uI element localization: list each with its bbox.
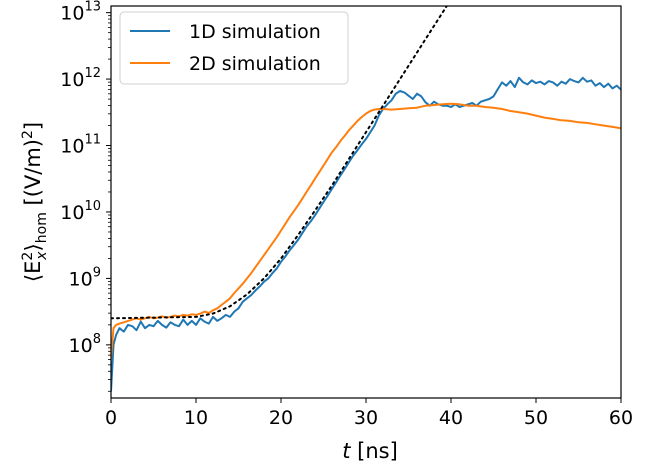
y-tick-label: 1013 bbox=[60, 0, 101, 25]
y-tick-label: 1012 bbox=[60, 66, 101, 91]
x-tick-label: 0 bbox=[105, 407, 117, 429]
y-tick-label: 108 bbox=[69, 332, 101, 357]
x-tick-label: 30 bbox=[354, 407, 378, 429]
series-line-2d bbox=[111, 102, 621, 359]
legend-box bbox=[119, 11, 349, 85]
x-axis-ticks: 0 10 20 30 40 50 60 bbox=[105, 398, 633, 429]
legend: 1D simulation 2D simulation bbox=[119, 11, 349, 85]
plot-area bbox=[111, 6, 621, 392]
exponential-fit-line bbox=[111, 6, 448, 320]
y-tick-label: 1011 bbox=[60, 133, 101, 158]
y-tick-label: 109 bbox=[69, 265, 101, 290]
y-axis-ticks: 108 109 1010 1011 1012 1013 bbox=[60, 0, 111, 392]
legend-label-2d: 2D simulation bbox=[189, 53, 321, 75]
series-line-1d bbox=[111, 76, 621, 392]
y-tick-label: 1010 bbox=[60, 199, 101, 224]
y-axis-label: ⟨E2x⟩hom [(V/m)2] bbox=[20, 122, 50, 282]
x-tick-label: 60 bbox=[609, 407, 633, 429]
x-tick-label: 10 bbox=[184, 407, 208, 429]
legend-label-1d: 1D simulation bbox=[189, 21, 321, 43]
x-tick-label: 50 bbox=[524, 407, 548, 429]
x-tick-label: 20 bbox=[269, 407, 293, 429]
x-axis-label: t [ns] bbox=[342, 439, 398, 463]
x-tick-label: 40 bbox=[439, 407, 463, 429]
